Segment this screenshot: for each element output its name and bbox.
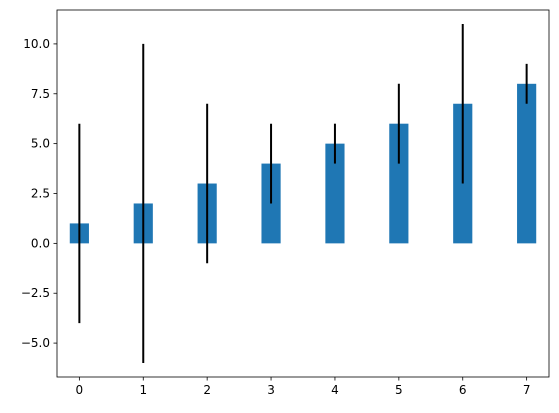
error-bars-group [78,23,528,364]
bar-3 [261,163,281,244]
y-tick-label: 7.5 [31,87,50,101]
x-tick-label: 6 [459,383,467,397]
x-tick-label: 0 [76,383,84,397]
plot-frame [56,9,550,378]
x-tick-label: 7 [523,383,531,397]
y-tick-label: 10.0 [23,37,50,51]
y-axis: −5.0 −2.5 0.0 2.5 5.0 7.5 10.0 [21,37,57,350]
y-tick-label: 0.0 [31,236,50,250]
x-tick-label: 3 [267,383,275,397]
x-tick-label: 4 [331,383,339,397]
bar-5 [389,123,409,244]
bars-group [69,83,537,244]
bar-4 [325,143,345,244]
y-tick-label: 5.0 [31,137,50,151]
y-tick-label: −5.0 [21,336,50,350]
y-tick-label: −2.5 [21,286,50,300]
x-tick-label: 5 [395,383,403,397]
bar-7 [517,83,537,244]
x-axis: 0 1 2 3 4 5 6 7 [76,377,531,397]
y-tick-label: 2.5 [31,187,50,201]
x-tick-label: 2 [203,383,211,397]
x-tick-label: 1 [139,383,147,397]
